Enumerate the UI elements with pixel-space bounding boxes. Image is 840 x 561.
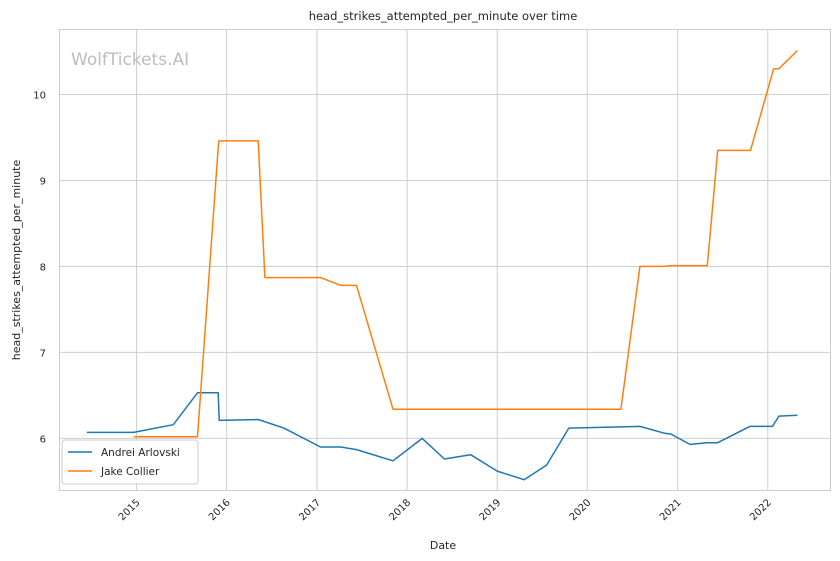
x-tick-2016: 2016 — [207, 497, 233, 523]
x-tick-2017: 2017 — [297, 497, 323, 523]
series-line-collier — [133, 50, 798, 438]
legend: Andrei Arlovski Jake Collier — [61, 439, 199, 485]
y-tick-9: 9 — [40, 176, 46, 187]
legend-box — [61, 439, 199, 485]
x-tick-2018: 2018 — [387, 497, 413, 523]
y-tick-10: 10 — [33, 90, 46, 101]
y-axis-label: head_strikes_attempted_per_minute — [10, 160, 23, 361]
x-tick-2020: 2020 — [568, 497, 594, 523]
y-tick-labels: 6 7 8 9 10 — [33, 90, 46, 445]
series-line-arlovski — [86, 392, 798, 481]
chart-title: head_strikes_attempted_per_minute over t… — [309, 9, 578, 23]
x-tick-2021: 2021 — [658, 497, 684, 523]
legend-label-arlovski: Andrei Arlovski — [101, 447, 180, 459]
y-tick-6: 6 — [40, 434, 46, 445]
x-tick-2015: 2015 — [117, 497, 143, 523]
legend-label-collier: Jake Collier — [100, 466, 160, 478]
watermark: WolfTickets.AI — [71, 50, 189, 70]
y-tick-8: 8 — [40, 262, 46, 273]
gridlines — [60, 30, 830, 490]
x-tick-labels: 2015 2016 2017 2018 2019 2020 2021 2022 — [117, 497, 774, 523]
y-tick-7: 7 — [40, 348, 46, 359]
x-axis-label: Date — [430, 539, 457, 552]
series-lines — [86, 50, 798, 481]
x-tick-2022: 2022 — [748, 497, 774, 523]
plot-frame — [59, 29, 831, 491]
x-tick-2019: 2019 — [478, 497, 504, 523]
